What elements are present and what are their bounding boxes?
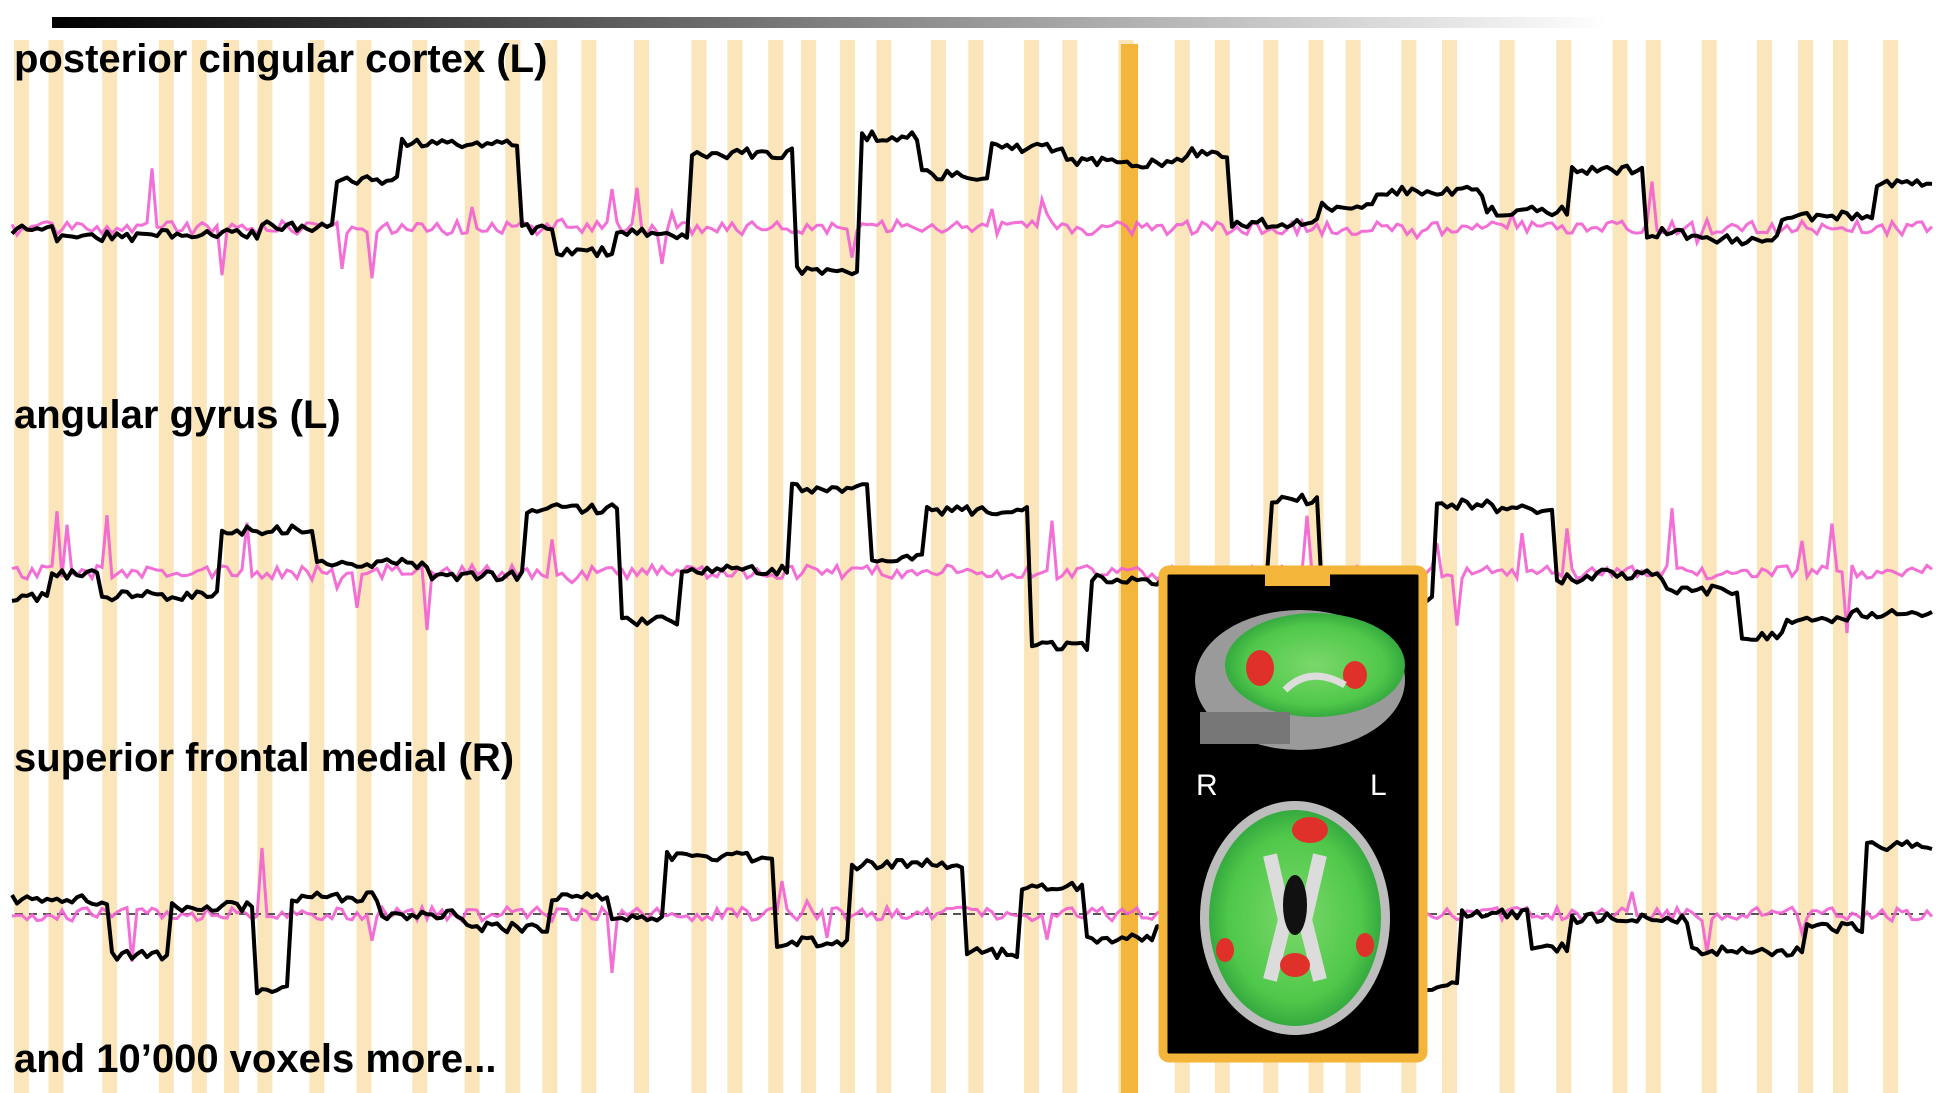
stripe: [1062, 40, 1077, 1093]
stripe: [1613, 40, 1628, 1093]
stripe: [931, 40, 946, 1093]
activation: [1292, 817, 1328, 843]
inset-tab: [1265, 572, 1330, 586]
region-label: angular gyrus (L): [14, 393, 341, 437]
stripe: [581, 40, 596, 1093]
stripe: [257, 40, 272, 1093]
brainstem: [1200, 712, 1290, 744]
brain-inset: R L: [1163, 570, 1423, 1058]
orientation-marker: R: [1196, 769, 1218, 802]
caption: and 10’000 voxels more...: [14, 1037, 496, 1081]
stripe: [1883, 40, 1898, 1093]
progress-bar: [52, 17, 1607, 28]
activation: [1246, 650, 1274, 686]
block-stripes: [14, 40, 1898, 1093]
page: posterior cingular cortex (L) angular gy…: [0, 0, 1950, 1093]
region-label: superior frontal medial (R): [14, 736, 514, 780]
stripe: [159, 40, 174, 1093]
activation: [1216, 938, 1234, 962]
stripe: [1757, 40, 1772, 1093]
activation: [1280, 953, 1310, 977]
figure: posterior cingular cortex (L) angular gy…: [0, 0, 1950, 1093]
stripe: [1442, 40, 1457, 1093]
stripe: [968, 40, 983, 1093]
region-label: posterior cingular cortex (L): [14, 37, 547, 81]
activation: [1356, 933, 1374, 957]
stripe: [1500, 40, 1515, 1093]
orientation-marker: L: [1370, 769, 1387, 802]
activation: [1343, 661, 1367, 689]
ventricle: [1283, 875, 1307, 935]
